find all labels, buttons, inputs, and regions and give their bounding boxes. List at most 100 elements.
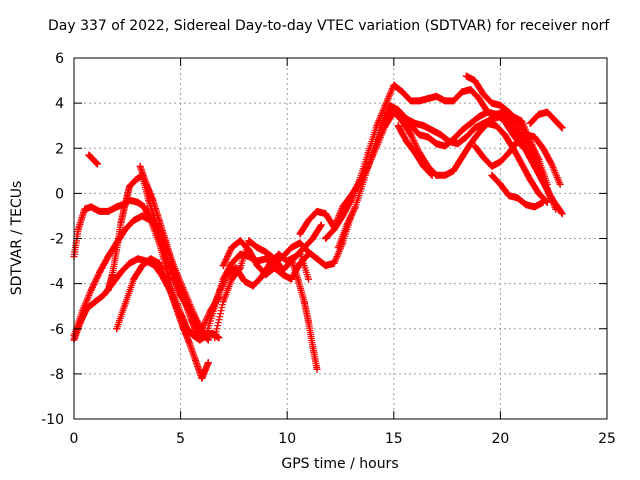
data-point [496,101,504,109]
data-point [334,244,342,252]
data-point [138,212,146,220]
x-axis-label: GPS time / hours [281,456,399,472]
data-point [501,131,509,139]
data-point [496,113,504,121]
data-point [398,117,406,125]
data-point [386,101,394,109]
data-point [262,248,270,256]
data-point [377,122,385,130]
series-16 [394,122,436,179]
data-point [198,374,206,382]
y-tick-label: -6 [50,322,64,338]
series-11 [287,255,321,373]
data-point [270,255,278,263]
data-point [262,255,270,263]
data-point [449,97,457,105]
data-point [134,198,142,206]
data-point [300,298,308,306]
data-point [270,264,278,272]
data-point [155,259,163,267]
data-point [89,156,97,164]
data-point [552,117,560,125]
data-point [113,246,121,254]
data-point [147,255,155,263]
data-point [556,180,564,188]
data-point [275,250,283,258]
data-point [454,140,462,148]
data-point [162,237,170,245]
data-point [296,259,304,267]
data-point [420,162,428,170]
data-point [253,244,261,252]
data-point [390,81,398,89]
data-point [196,336,204,344]
data-point [548,196,556,204]
data-point [309,235,317,242]
data-point [134,255,142,263]
data-point [236,264,244,272]
data-point [249,282,257,290]
data-point [74,225,82,233]
data-point [215,289,223,297]
data-point [381,115,389,123]
data-point [492,122,500,130]
data-point [505,192,513,200]
data-point [339,212,347,220]
data-point [471,142,479,150]
x-tick-label: 25 [598,431,616,447]
data-point [168,259,176,267]
data-point [488,162,496,170]
data-point [330,225,338,233]
data-point [85,151,93,159]
data-point [496,180,504,188]
data-point [558,124,566,132]
data-point [305,275,313,283]
data-point [96,268,104,276]
data-point [130,275,138,283]
data-point [518,117,526,125]
y-tick-label: -4 [50,277,64,293]
data-point [228,275,236,283]
data-point [181,322,189,330]
data-point [142,180,150,188]
data-point [317,221,325,229]
data-point [488,171,496,179]
series-21 [526,108,566,132]
series-6 [136,162,202,340]
data-point [132,176,140,184]
data-point [432,140,440,148]
series-12 [296,108,526,238]
data-point [411,119,419,127]
data-point [279,271,287,279]
data-point [403,137,411,145]
x-tick-label: 0 [70,431,79,447]
data-point [458,88,466,96]
data-point [415,97,423,105]
y-axis-label: SDTVAR / TECUs [9,180,25,296]
data-point [484,119,492,127]
data-point [245,246,253,254]
data-point [79,307,87,315]
data-point [219,262,227,270]
data-point [322,235,330,242]
data-point [130,216,138,224]
data-point [117,219,125,227]
data-point [467,119,475,127]
y-tick-label: -10 [41,412,64,428]
data-point [445,137,453,145]
data-point [539,198,547,206]
data-point [155,216,163,224]
data-point [185,338,193,346]
data-point [428,171,436,179]
data-point [558,210,566,218]
series-18 [471,131,564,188]
data-point [513,137,521,145]
data-point [543,108,551,116]
data-point [484,108,492,116]
data-point [360,176,368,184]
data-point [266,259,274,267]
data-point [309,343,317,351]
data-point [467,86,475,94]
data-point [424,133,432,141]
